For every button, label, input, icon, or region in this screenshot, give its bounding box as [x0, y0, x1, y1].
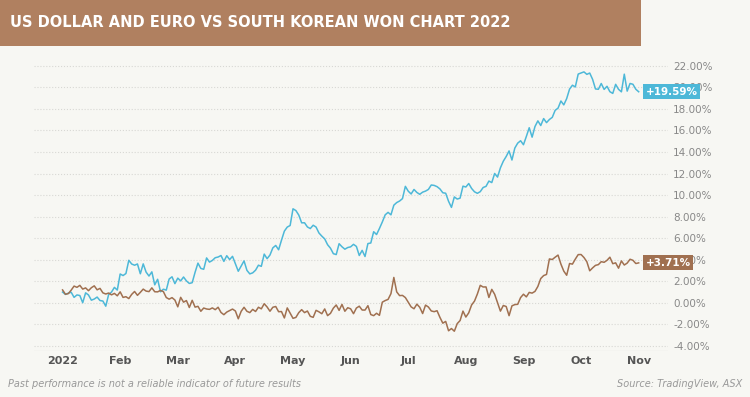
Text: US DOLLAR AND EURO VS SOUTH KOREAN WON CHART 2022: US DOLLAR AND EURO VS SOUTH KOREAN WON C… [10, 15, 510, 30]
Text: Past performance is not a reliable indicator of future results: Past performance is not a reliable indic… [8, 379, 301, 389]
Text: +19.59%: +19.59% [646, 87, 698, 97]
Text: +3.71%: +3.71% [646, 258, 691, 268]
Text: Source: TradingView, ASX: Source: TradingView, ASX [617, 379, 742, 389]
